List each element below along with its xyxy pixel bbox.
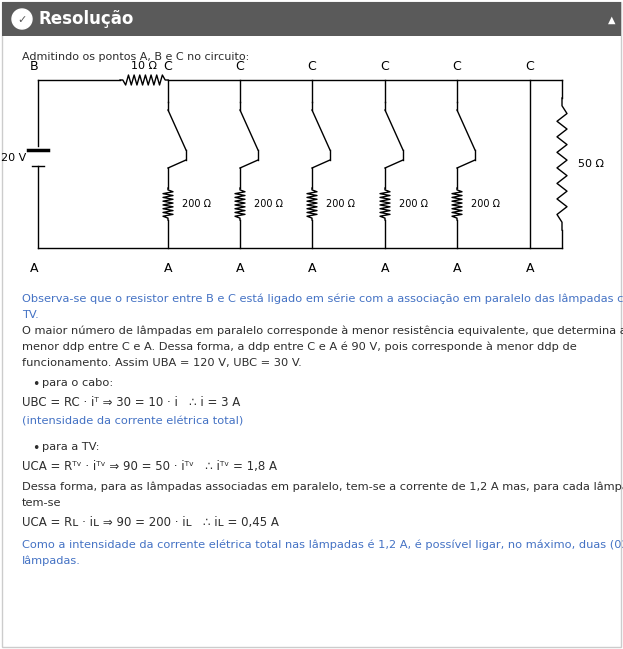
Text: O maior número de lâmpadas em paralelo corresponde à menor resistência equivalen: O maior número de lâmpadas em paralelo c… <box>22 326 623 336</box>
Text: Admitindo os pontos A, B e C no circuito:: Admitindo os pontos A, B e C no circuito… <box>22 52 249 62</box>
Text: A: A <box>381 262 389 275</box>
Text: menor ddp entre C e A. Dessa forma, a ddp entre C e A é 90 V, pois corresponde à: menor ddp entre C e A. Dessa forma, a dd… <box>22 342 577 352</box>
Text: •: • <box>32 378 39 391</box>
Text: para o cabo:: para o cabo: <box>42 378 113 388</box>
Text: 50 Ω: 50 Ω <box>578 159 604 169</box>
Text: UCA = Rʟ · iʟ ⇒ 90 = 200 · iʟ   ∴ iʟ = 0,45 A: UCA = Rʟ · iʟ ⇒ 90 = 200 · iʟ ∴ iʟ = 0,4… <box>22 516 279 529</box>
Text: 120 V: 120 V <box>0 153 26 163</box>
Text: ▲: ▲ <box>607 14 615 25</box>
Text: 200 Ω: 200 Ω <box>254 199 283 209</box>
Text: Resolução: Resolução <box>38 10 133 29</box>
Text: (intensidade da corrente elétrica total): (intensidade da corrente elétrica total) <box>22 416 243 426</box>
Text: C: C <box>235 60 244 73</box>
Text: 200 Ω: 200 Ω <box>471 199 500 209</box>
Text: A: A <box>453 262 461 275</box>
Text: C: C <box>381 60 389 73</box>
Text: A: A <box>308 262 316 275</box>
Text: Como a intensidade da corrente elétrica total nas lâmpadas é 1,2 A, é possível l: Como a intensidade da corrente elétrica … <box>22 540 623 550</box>
Text: funcionamento. Assim UBA = 120 V, UBC = 30 V.: funcionamento. Assim UBA = 120 V, UBC = … <box>22 358 302 368</box>
Text: A: A <box>526 262 535 275</box>
Circle shape <box>12 9 32 29</box>
Text: 10 Ω: 10 Ω <box>131 61 157 71</box>
Text: A: A <box>30 262 38 275</box>
Text: C: C <box>164 60 173 73</box>
Text: para a TV:: para a TV: <box>42 442 100 452</box>
Text: A: A <box>164 262 172 275</box>
Bar <box>2 2 621 36</box>
Text: 200 Ω: 200 Ω <box>399 199 428 209</box>
Text: tem-se: tem-se <box>22 498 62 508</box>
Text: B: B <box>30 60 38 73</box>
Text: •: • <box>32 442 39 455</box>
Text: 200 Ω: 200 Ω <box>326 199 355 209</box>
Text: UCA = Rᵀᵛ · iᵀᵛ ⇒ 90 = 50 · iᵀᵛ   ∴ iᵀᵛ = 1,8 A: UCA = Rᵀᵛ · iᵀᵛ ⇒ 90 = 50 · iᵀᵛ ∴ iᵀᵛ = … <box>22 460 277 473</box>
Text: A: A <box>235 262 244 275</box>
Text: C: C <box>526 60 535 73</box>
Text: lâmpadas.: lâmpadas. <box>22 556 81 567</box>
Text: TV.: TV. <box>22 310 39 320</box>
Text: C: C <box>453 60 462 73</box>
Text: C: C <box>308 60 316 73</box>
Text: 200 Ω: 200 Ω <box>182 199 211 209</box>
Text: Observa-se que o resistor entre B e C está ligado em série com a associação em p: Observa-se que o resistor entre B e C es… <box>22 294 623 304</box>
Text: ✓: ✓ <box>17 14 27 25</box>
Text: Dessa forma, para as lâmpadas associadas em paralelo, tem-se a corrente de 1,2 A: Dessa forma, para as lâmpadas associadas… <box>22 482 623 493</box>
Text: UBC = RC · iᵀ ⇒ 30 = 10 · i   ∴ i = 3 A: UBC = RC · iᵀ ⇒ 30 = 10 · i ∴ i = 3 A <box>22 396 240 409</box>
